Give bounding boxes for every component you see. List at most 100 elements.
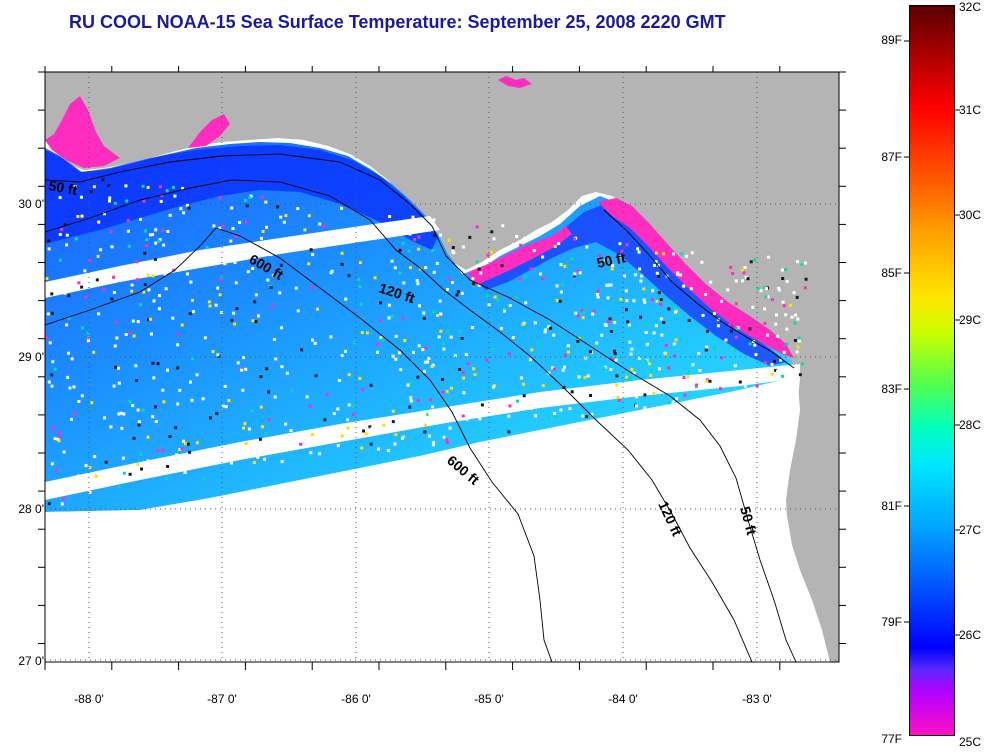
cloud-speckle [786, 377, 790, 381]
cloud-speckle [357, 278, 361, 281]
cloud-speckle [369, 383, 373, 387]
cloud-speckle [272, 338, 276, 341]
cloud-speckle [391, 409, 395, 413]
cloud-speckle [655, 299, 659, 303]
cloud-speckle [553, 412, 557, 415]
cloud-speckle [157, 239, 161, 243]
cloud-speckle [132, 334, 136, 338]
cloud-speckle [695, 383, 699, 387]
cloud-speckle [552, 367, 556, 371]
cloud-speckle [223, 384, 227, 388]
colorbar-c-label: 32C [959, 0, 982, 14]
cloud-speckle [674, 310, 677, 314]
cloud-speckle [471, 277, 475, 281]
lon-label: -87 0' [207, 692, 237, 706]
cloud-speckle [652, 264, 656, 267]
cloud-speckle [428, 398, 432, 402]
cloud-speckle [595, 293, 599, 296]
cloud-speckle [416, 282, 420, 286]
cloud-speckle [146, 435, 150, 439]
cloud-speckle [313, 341, 317, 345]
cloud-speckle [102, 288, 105, 292]
cloud-speckle [461, 371, 465, 375]
cloud-speckle [431, 443, 435, 447]
cloud-speckle [445, 441, 449, 445]
cloud-speckle [180, 323, 184, 327]
colorbar-c-label: 29C [959, 313, 982, 327]
cloud-speckle [417, 235, 421, 239]
cloud-speckle [424, 346, 428, 350]
cloud-speckle [610, 357, 614, 361]
cloud-speckle [421, 348, 425, 352]
cloud-speckle [79, 195, 83, 199]
cloud-speckle [144, 244, 148, 248]
cloud-speckle [223, 262, 227, 266]
cloud-speckle [804, 277, 808, 281]
cloud-speckle [276, 205, 280, 209]
cloud-speckle [338, 379, 342, 382]
cloud-speckle [81, 326, 84, 330]
cloud-speckle [557, 242, 561, 246]
cloud-speckle [687, 370, 691, 374]
contour-label: 50 ft [737, 505, 760, 537]
cloud-speckle [781, 365, 785, 369]
cloud-speckle [449, 335, 453, 339]
cloud-speckle [368, 425, 372, 429]
cloud-speckle [168, 435, 172, 439]
cloud-speckle [734, 335, 738, 339]
cloud-speckle [686, 375, 690, 379]
cloud-speckle [627, 377, 631, 381]
cloud-speckle [563, 365, 566, 369]
cloud-speckle [146, 459, 150, 463]
sst-cool-band [45, 145, 438, 250]
cloud-speckle [654, 260, 658, 264]
cloud-speckle [57, 435, 61, 439]
cloud-speckle [72, 385, 76, 389]
cloud-speckle [591, 312, 595, 316]
cloud-speckle [391, 420, 395, 424]
cloud-speckle [216, 286, 220, 290]
cloud-speckle [400, 436, 404, 440]
cloud-speckle [485, 358, 489, 362]
cloud-speckle [603, 259, 607, 263]
sst-warm-lake [498, 76, 532, 88]
cloud-speckle [640, 387, 644, 391]
cloud-speckle [401, 316, 405, 320]
cloud-speckle [211, 350, 215, 354]
cloud-speckle [583, 375, 587, 379]
cloud-speckle [689, 287, 693, 291]
cloud-speckle [154, 241, 158, 245]
cloud-speckle [555, 284, 559, 288]
cloud-speckle [753, 258, 757, 262]
cloud-speckle [628, 340, 632, 344]
cloud-speckle [166, 465, 170, 468]
cloud-speckle [127, 330, 131, 334]
cloud-speckle [792, 291, 796, 295]
cloud-speckle [176, 343, 180, 347]
cloud-speckle [416, 375, 420, 379]
cloud-speckle [346, 418, 350, 422]
cloud-speckle [803, 261, 807, 265]
cloud-speckle [672, 252, 676, 256]
cloud-speckle [643, 300, 647, 304]
cloud-speckle [432, 218, 436, 222]
cloud-speckle [460, 337, 464, 340]
cloud-speckle [379, 301, 383, 305]
cloud-speckle [46, 312, 50, 316]
cloud-speckle [63, 222, 67, 226]
cloud-speckle [340, 434, 344, 438]
cloud-speckle [178, 448, 182, 451]
cloud-speckle [246, 270, 250, 274]
colorbar-f-label: 77F [881, 732, 902, 746]
cloud-speckle [409, 396, 413, 400]
cloud-speckle [99, 248, 103, 252]
cloud-speckle [187, 206, 191, 210]
cloud-speckle [685, 254, 688, 258]
cloud-speckle [264, 200, 268, 204]
sst-warm-nearshore-east [598, 198, 794, 358]
cloud-speckle [164, 287, 168, 291]
cloud-speckle [442, 347, 446, 351]
cloud-speckle [267, 390, 271, 394]
cloud-speckle [165, 189, 169, 193]
cloud-speckle [58, 196, 62, 200]
